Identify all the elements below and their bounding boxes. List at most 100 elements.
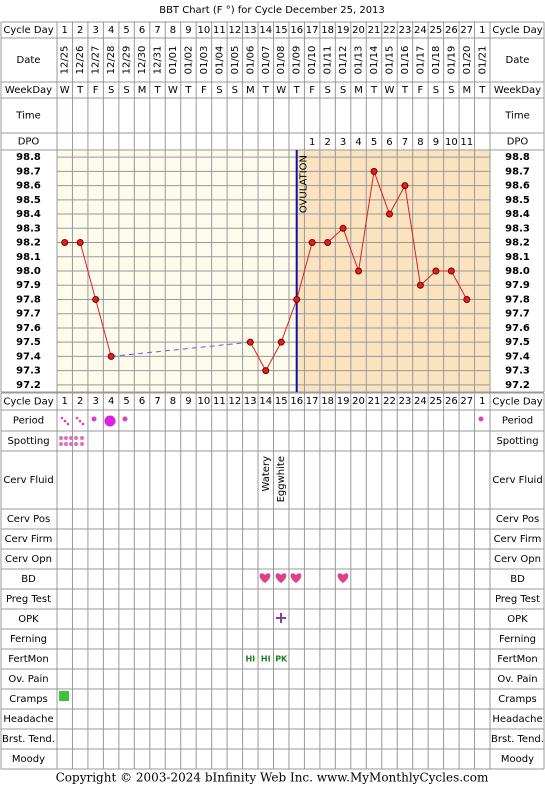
cycle-day: 8 xyxy=(170,25,176,36)
row-label: Cerv Pos xyxy=(7,514,50,525)
weekday: T xyxy=(293,85,301,96)
row-label: BD xyxy=(510,574,525,585)
dpo: 4 xyxy=(355,137,361,148)
row-label: Cerv Firm xyxy=(5,534,53,545)
y-tick-label: 98.3 xyxy=(16,223,41,234)
period-circle xyxy=(104,415,116,427)
date: 01/18 xyxy=(431,46,442,75)
cycle-day: 23 xyxy=(399,25,412,36)
weekday: S xyxy=(232,85,238,96)
y-tick-label: 98.4 xyxy=(16,209,41,220)
y-tick-label: 98.5 xyxy=(505,195,530,206)
row-label: Cramps xyxy=(9,694,48,705)
cycle-day: 21 xyxy=(368,25,381,36)
row-label: Spotting xyxy=(496,436,538,447)
cycle-day: 4 xyxy=(108,25,114,36)
date: 01/05 xyxy=(230,46,241,75)
date: 01/15 xyxy=(384,46,395,75)
fertmon-text: HI xyxy=(261,655,271,664)
weekday: F xyxy=(418,85,424,96)
row-label: Brst. Tend. xyxy=(491,734,544,745)
temp-point xyxy=(277,338,285,346)
row-label: Period xyxy=(13,416,44,427)
y-tick-label: 97.9 xyxy=(16,280,41,291)
weekday: T xyxy=(401,85,409,96)
date: 01/03 xyxy=(199,46,210,75)
row-label: Date xyxy=(17,55,41,66)
cycle-day: 22 xyxy=(383,25,396,36)
row-label: Cerv Opn xyxy=(494,554,541,565)
cycle-day: 6 xyxy=(139,396,145,407)
row-label: Spotting xyxy=(7,436,49,447)
row-label: Cycle Day xyxy=(492,25,542,36)
cramps-square xyxy=(59,691,69,701)
row-label: Headache xyxy=(3,714,53,725)
temp-point xyxy=(432,267,440,275)
row-label: Ferning xyxy=(499,634,536,645)
weekday: T xyxy=(184,85,192,96)
cycle-day: 11 xyxy=(213,396,226,407)
y-tick-label: 97.8 xyxy=(16,294,41,305)
cycle-day: 7 xyxy=(154,396,160,407)
weekday: W xyxy=(276,85,286,96)
y-tick-label: 97.4 xyxy=(16,351,41,362)
cycle-day: 20 xyxy=(352,25,365,36)
cycle-day: 25 xyxy=(430,25,443,36)
weekday: W xyxy=(385,85,395,96)
date: 01/12 xyxy=(338,46,349,75)
weekday: T xyxy=(262,85,270,96)
y-tick-label: 98.6 xyxy=(505,181,530,192)
cycle-day: 14 xyxy=(259,396,272,407)
y-tick-label: 97.9 xyxy=(505,280,530,291)
bd-hearts xyxy=(259,573,349,583)
row-label: Preg Test xyxy=(495,594,540,605)
cycle-day: 18 xyxy=(321,25,334,36)
temp-point xyxy=(246,338,254,346)
temp-point xyxy=(401,182,409,190)
cycle-day: 2 xyxy=(77,396,83,407)
y-tick-label: 98.8 xyxy=(16,152,41,163)
weekday: T xyxy=(478,85,486,96)
date: 01/01 xyxy=(168,46,179,75)
row-label: Cycle Day xyxy=(3,25,53,36)
dpo: 2 xyxy=(324,137,330,148)
date: 01/08 xyxy=(276,46,287,75)
weekday: F xyxy=(93,85,99,96)
row-label: Moody xyxy=(501,754,534,765)
y-tick-label: 97.6 xyxy=(16,323,41,334)
row-label: Headache xyxy=(492,714,542,725)
dpo: 8 xyxy=(417,137,423,148)
cycle-day: 13 xyxy=(244,25,257,36)
weekday: W xyxy=(168,85,178,96)
weekday: M xyxy=(138,85,147,96)
ovulation-label: OVULATION xyxy=(299,155,310,213)
cycle-day: 22 xyxy=(383,396,396,407)
cycle-day: 26 xyxy=(445,396,458,407)
cycle-day: 12 xyxy=(228,396,241,407)
weekday: T xyxy=(76,85,84,96)
row-label: Date xyxy=(506,55,530,66)
cycle-day: 3 xyxy=(92,396,98,407)
cycle-day: 27 xyxy=(460,25,473,36)
cycle-day: 10 xyxy=(198,396,211,407)
row-label: Cerv Pos xyxy=(496,514,539,525)
cycle-day: 24 xyxy=(414,396,427,407)
y-tick-label: 97.7 xyxy=(16,309,41,320)
cycle-day: 15 xyxy=(275,25,288,36)
weekday: F xyxy=(309,85,315,96)
dpo: 6 xyxy=(386,137,392,148)
date: 12/29 xyxy=(122,46,133,75)
row-label: WeekDay xyxy=(5,85,52,96)
cycle-day: 20 xyxy=(352,396,365,407)
y-tick-label: 97.7 xyxy=(505,309,530,320)
cycle-day: 13 xyxy=(244,396,257,407)
cycle-day: 5 xyxy=(123,396,129,407)
y-tick-label: 97.6 xyxy=(505,323,530,334)
dpo: 1 xyxy=(309,137,315,148)
y-tick-label: 98.1 xyxy=(16,252,41,263)
row-label: Ov. Pain xyxy=(8,674,48,685)
date: 01/02 xyxy=(183,46,194,75)
cycle-day: 19 xyxy=(337,25,350,36)
weekday: S xyxy=(216,85,222,96)
cycle-day: 24 xyxy=(414,25,427,36)
